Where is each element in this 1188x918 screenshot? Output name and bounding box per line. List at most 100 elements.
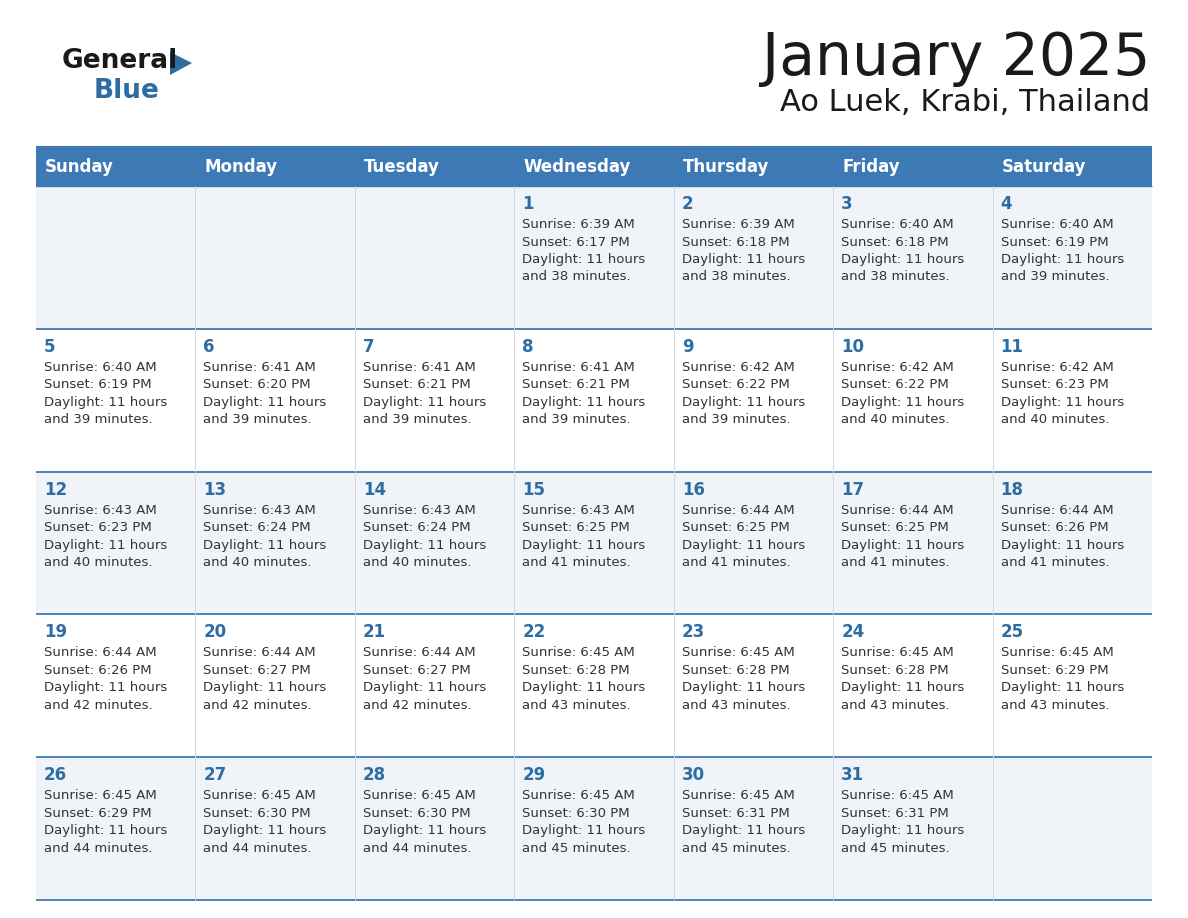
Text: 18: 18 [1000,481,1024,498]
Text: Daylight: 11 hours: Daylight: 11 hours [682,539,805,552]
Text: Daylight: 11 hours: Daylight: 11 hours [44,539,168,552]
Text: Sunset: 6:21 PM: Sunset: 6:21 PM [362,378,470,391]
Text: 20: 20 [203,623,227,642]
Text: and 43 minutes.: and 43 minutes. [523,699,631,711]
Text: and 40 minutes.: and 40 minutes. [44,556,152,569]
Text: Daylight: 11 hours: Daylight: 11 hours [682,824,805,837]
Text: January 2025: January 2025 [762,30,1150,87]
Bar [36,186,1152,329]
Text: 28: 28 [362,767,386,784]
Text: Sunrise: 6:41 AM: Sunrise: 6:41 AM [362,361,475,374]
Text: and 39 minutes.: and 39 minutes. [1000,271,1110,284]
Text: 4: 4 [1000,195,1012,213]
Text: Sunrise: 6:44 AM: Sunrise: 6:44 AM [362,646,475,659]
Text: Blue: Blue [94,78,160,104]
Text: Daylight: 11 hours: Daylight: 11 hours [203,824,327,837]
Text: Sunset: 6:30 PM: Sunset: 6:30 PM [362,807,470,820]
Text: and 41 minutes.: and 41 minutes. [682,556,790,569]
Text: and 40 minutes.: and 40 minutes. [841,413,949,426]
Text: Sunset: 6:17 PM: Sunset: 6:17 PM [523,236,630,249]
Text: 21: 21 [362,623,386,642]
Text: Daylight: 11 hours: Daylight: 11 hours [841,539,965,552]
Text: Daylight: 11 hours: Daylight: 11 hours [523,824,645,837]
Text: Wednesday: Wednesday [523,158,631,176]
Text: and 39 minutes.: and 39 minutes. [362,413,472,426]
Text: Sunrise: 6:40 AM: Sunrise: 6:40 AM [44,361,157,374]
Text: and 39 minutes.: and 39 minutes. [203,413,312,426]
Text: 13: 13 [203,481,227,498]
Text: Daylight: 11 hours: Daylight: 11 hours [523,396,645,409]
Text: Daylight: 11 hours: Daylight: 11 hours [203,539,327,552]
Text: 5: 5 [44,338,56,356]
Text: Sunset: 6:29 PM: Sunset: 6:29 PM [44,807,152,820]
Text: Daylight: 11 hours: Daylight: 11 hours [841,396,965,409]
Text: Thursday: Thursday [683,158,769,176]
Text: 31: 31 [841,767,864,784]
Text: Sunset: 6:28 PM: Sunset: 6:28 PM [841,664,949,677]
Text: Sunrise: 6:43 AM: Sunrise: 6:43 AM [362,504,475,517]
Text: 17: 17 [841,481,864,498]
Text: Sunset: 6:21 PM: Sunset: 6:21 PM [523,378,630,391]
Text: Sunrise: 6:44 AM: Sunrise: 6:44 AM [44,646,157,659]
Text: Sunset: 6:25 PM: Sunset: 6:25 PM [682,521,790,534]
Text: 27: 27 [203,767,227,784]
Text: Sunrise: 6:45 AM: Sunrise: 6:45 AM [523,789,636,802]
Text: Sunrise: 6:41 AM: Sunrise: 6:41 AM [203,361,316,374]
Text: Sunset: 6:23 PM: Sunset: 6:23 PM [1000,378,1108,391]
Text: Sunrise: 6:45 AM: Sunrise: 6:45 AM [841,789,954,802]
Text: Daylight: 11 hours: Daylight: 11 hours [203,681,327,694]
Text: Sunset: 6:27 PM: Sunset: 6:27 PM [362,664,470,677]
Text: General: General [62,48,178,74]
Text: Sunset: 6:22 PM: Sunset: 6:22 PM [841,378,949,391]
Text: Sunrise: 6:45 AM: Sunrise: 6:45 AM [362,789,475,802]
Text: Sunset: 6:18 PM: Sunset: 6:18 PM [841,236,949,249]
Text: Sunset: 6:28 PM: Sunset: 6:28 PM [682,664,789,677]
Text: 6: 6 [203,338,215,356]
Text: 30: 30 [682,767,704,784]
Text: Daylight: 11 hours: Daylight: 11 hours [841,253,965,266]
Text: and 45 minutes.: and 45 minutes. [523,842,631,855]
Text: Daylight: 11 hours: Daylight: 11 hours [682,253,805,266]
Text: 29: 29 [523,767,545,784]
Text: Daylight: 11 hours: Daylight: 11 hours [523,539,645,552]
Text: Sunrise: 6:40 AM: Sunrise: 6:40 AM [841,218,954,231]
Text: Daylight: 11 hours: Daylight: 11 hours [1000,253,1124,266]
Text: and 40 minutes.: and 40 minutes. [362,556,472,569]
Text: Sunrise: 6:45 AM: Sunrise: 6:45 AM [841,646,954,659]
Text: Sunrise: 6:40 AM: Sunrise: 6:40 AM [1000,218,1113,231]
Text: 2: 2 [682,195,694,213]
Text: and 38 minutes.: and 38 minutes. [841,271,949,284]
Text: 22: 22 [523,623,545,642]
Text: 7: 7 [362,338,374,356]
Text: Sunset: 6:22 PM: Sunset: 6:22 PM [682,378,790,391]
Text: and 42 minutes.: and 42 minutes. [44,699,152,711]
Bar [36,614,1152,757]
Text: Sunrise: 6:41 AM: Sunrise: 6:41 AM [523,361,636,374]
Polygon shape [170,52,192,75]
Text: 3: 3 [841,195,853,213]
Text: Sunrise: 6:45 AM: Sunrise: 6:45 AM [1000,646,1113,659]
Text: Daylight: 11 hours: Daylight: 11 hours [682,396,805,409]
Text: 11: 11 [1000,338,1024,356]
Text: Tuesday: Tuesday [364,158,440,176]
Text: Daylight: 11 hours: Daylight: 11 hours [523,681,645,694]
Text: Daylight: 11 hours: Daylight: 11 hours [362,824,486,837]
Text: Sunrise: 6:45 AM: Sunrise: 6:45 AM [523,646,636,659]
Text: Sunrise: 6:44 AM: Sunrise: 6:44 AM [682,504,795,517]
Text: and 45 minutes.: and 45 minutes. [682,842,790,855]
Text: Sunset: 6:23 PM: Sunset: 6:23 PM [44,521,152,534]
Text: Sunset: 6:19 PM: Sunset: 6:19 PM [1000,236,1108,249]
Text: and 40 minutes.: and 40 minutes. [203,556,312,569]
Text: Daylight: 11 hours: Daylight: 11 hours [682,681,805,694]
Text: and 39 minutes.: and 39 minutes. [44,413,152,426]
Text: 25: 25 [1000,623,1024,642]
Text: 12: 12 [44,481,68,498]
Text: Daylight: 11 hours: Daylight: 11 hours [44,396,168,409]
Text: Daylight: 11 hours: Daylight: 11 hours [362,681,486,694]
Text: 16: 16 [682,481,704,498]
Text: and 42 minutes.: and 42 minutes. [203,699,312,711]
Text: and 38 minutes.: and 38 minutes. [523,271,631,284]
Text: Sunrise: 6:44 AM: Sunrise: 6:44 AM [841,504,954,517]
Text: Sunset: 6:24 PM: Sunset: 6:24 PM [362,521,470,534]
Text: Daylight: 11 hours: Daylight: 11 hours [203,396,327,409]
